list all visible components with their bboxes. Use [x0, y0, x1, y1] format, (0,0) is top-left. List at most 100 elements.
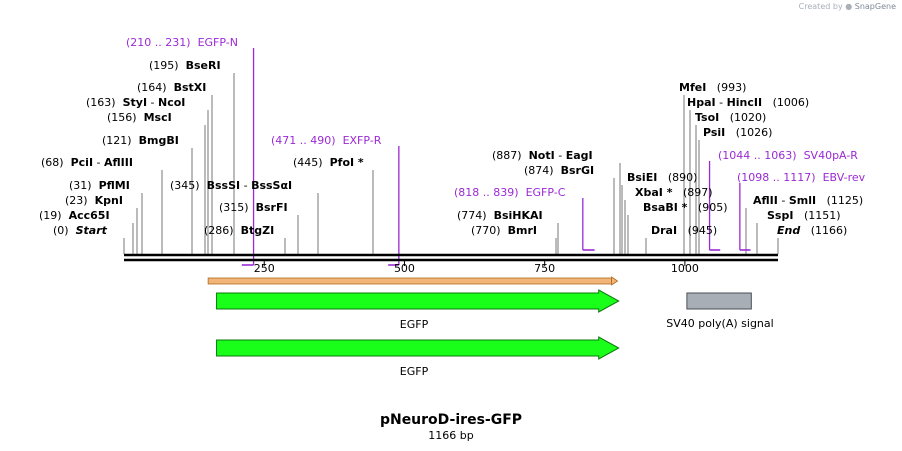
site-label-gap	[92, 179, 99, 192]
plasmid-length: 1166 bp	[428, 429, 473, 442]
enzyme-name: StyI	[123, 96, 147, 109]
primer-range: (210 .. 231)	[126, 36, 191, 49]
site-position: (874)	[524, 164, 554, 177]
site-label-pcii: (68) PciI - AflIII	[41, 156, 133, 169]
alias-separator: -	[240, 179, 251, 192]
enzyme-name: NotI	[529, 149, 555, 162]
site-label-sspi: SspI (1151)	[767, 209, 841, 222]
snapgene-logo-icon: ●	[845, 2, 853, 11]
primer-name: SV40pA-R	[804, 149, 859, 162]
site-label-gap	[487, 209, 494, 222]
enzyme-name: SspI	[767, 209, 793, 222]
primer-label: (210 .. 231) EGFP-N	[126, 36, 238, 49]
primer-name: EBV-rev	[823, 171, 866, 184]
enzyme-name: Start	[76, 224, 108, 237]
axis-tick-label: 750	[534, 262, 555, 275]
alias-separator: -	[778, 194, 789, 207]
enzyme-name: BseRI	[186, 59, 221, 72]
primer-range: (471 .. 490)	[271, 134, 336, 147]
plasmid-name: pNeuroD-ires-GFP	[380, 412, 522, 428]
site-label-gap	[719, 111, 730, 124]
site-position: (195)	[149, 59, 179, 72]
site-label-gap	[234, 224, 241, 237]
site-position: (19)	[39, 209, 62, 222]
gene-label: EGFP	[400, 318, 429, 331]
site-label-bsiei: BsiEI (890)	[627, 171, 697, 184]
site-position: (1020)	[730, 111, 767, 124]
snapgene-credit: Created by ● SnapGene	[799, 2, 896, 11]
feature-tracks: EGFP EGFP SV40 poly(A) signal	[207, 276, 774, 378]
site-position: (1166)	[811, 224, 848, 237]
enzyme-name: MscI	[144, 111, 172, 124]
enzyme-alias: BssSαI	[251, 179, 292, 192]
site-label-gap	[522, 149, 529, 162]
site-position: (1006)	[773, 96, 810, 109]
orf-track	[207, 277, 612, 285]
site-label-gap	[725, 126, 736, 139]
polya-signal-box	[686, 292, 752, 310]
site-position: (1125)	[827, 194, 864, 207]
credit-brand: SnapGene	[854, 2, 896, 11]
site-label-bsrfi: (315) BsrFI	[219, 201, 288, 214]
site-position: (345)	[170, 179, 200, 192]
site-label-gap	[672, 186, 683, 199]
site-label-gap	[69, 224, 76, 237]
enzyme-name: BsrFI	[256, 201, 288, 214]
primer-ebv-rev: (1098 .. 1117) EBV-rev	[737, 171, 866, 251]
enzyme-name: BssSI	[207, 179, 241, 192]
site-leader-lines	[123, 73, 779, 254]
site-label-aflii: AflII - SmlI (1125)	[753, 194, 863, 207]
site-label-bmri: (770) BmrI	[471, 224, 537, 237]
site-position: (156)	[107, 111, 137, 124]
site-label-xbai: XbaI * (897)	[635, 186, 713, 199]
enzyme-alias: HincII	[727, 96, 763, 109]
site-position: (1026)	[736, 126, 773, 139]
site-label-gap	[179, 59, 186, 72]
site-label-gap	[677, 224, 688, 237]
site-label-bstxi: (164) BstXI	[137, 81, 206, 94]
site-position: (121)	[102, 134, 132, 147]
primer-label: (1098 .. 1117) EBV-rev	[737, 171, 866, 184]
site-label-drai: DraI (945)	[651, 224, 717, 237]
site-label-gap	[88, 194, 95, 207]
site-label-gap	[687, 201, 698, 214]
site-label-hpai: HpaI - HincII (1006)	[687, 96, 809, 109]
site-position: (286)	[204, 224, 234, 237]
site-label-end: End (1166)	[777, 224, 847, 237]
enzyme-alias: SmlI	[789, 194, 816, 207]
primer-label-gap	[191, 36, 198, 49]
orf-arrowhead	[611, 276, 619, 286]
primer-range: (818 .. 839)	[454, 186, 519, 199]
primer-label-gap	[519, 186, 526, 199]
enzyme-name: MfeI	[679, 81, 706, 94]
credit-prefix: Created by	[798, 2, 843, 11]
primer-label-gap	[336, 134, 343, 147]
site-position: (770)	[471, 224, 501, 237]
site-position: (164)	[137, 81, 167, 94]
site-position: (31)	[69, 179, 92, 192]
site-label-gap	[706, 81, 717, 94]
sequence-backbone	[124, 253, 778, 262]
site-label-gap	[657, 171, 668, 184]
site-position: (945)	[688, 224, 718, 237]
primer-range: (1044 .. 1063)	[718, 149, 797, 162]
site-position: (445)	[293, 156, 323, 169]
enzyme-name: PsiI	[703, 126, 725, 139]
primer-egfp-c: (818 .. 839) EGFP-C	[454, 186, 595, 251]
enzyme-name: TsoI	[695, 111, 719, 124]
enzyme-name: PfoI *	[330, 156, 364, 169]
primer-annotations: (210 .. 231) EGFP-N (471 .. 490) EXFP-R (8…	[126, 36, 866, 266]
alias-separator: -	[716, 96, 727, 109]
primer-label-gap	[816, 171, 823, 184]
site-label-gap	[167, 81, 174, 94]
site-label-bmgbi: (121) BmgBI	[102, 134, 179, 147]
site-label-gap	[762, 96, 773, 109]
primer-range: (1098 .. 1117)	[737, 171, 816, 184]
site-position: (897)	[683, 186, 713, 199]
site-label-bsssi: (345) BssSI - BssSαI	[170, 179, 292, 192]
site-label-gap	[554, 164, 561, 177]
site-label-gap	[501, 224, 508, 237]
site-position: (1151)	[804, 209, 841, 222]
site-position: (774)	[457, 209, 487, 222]
